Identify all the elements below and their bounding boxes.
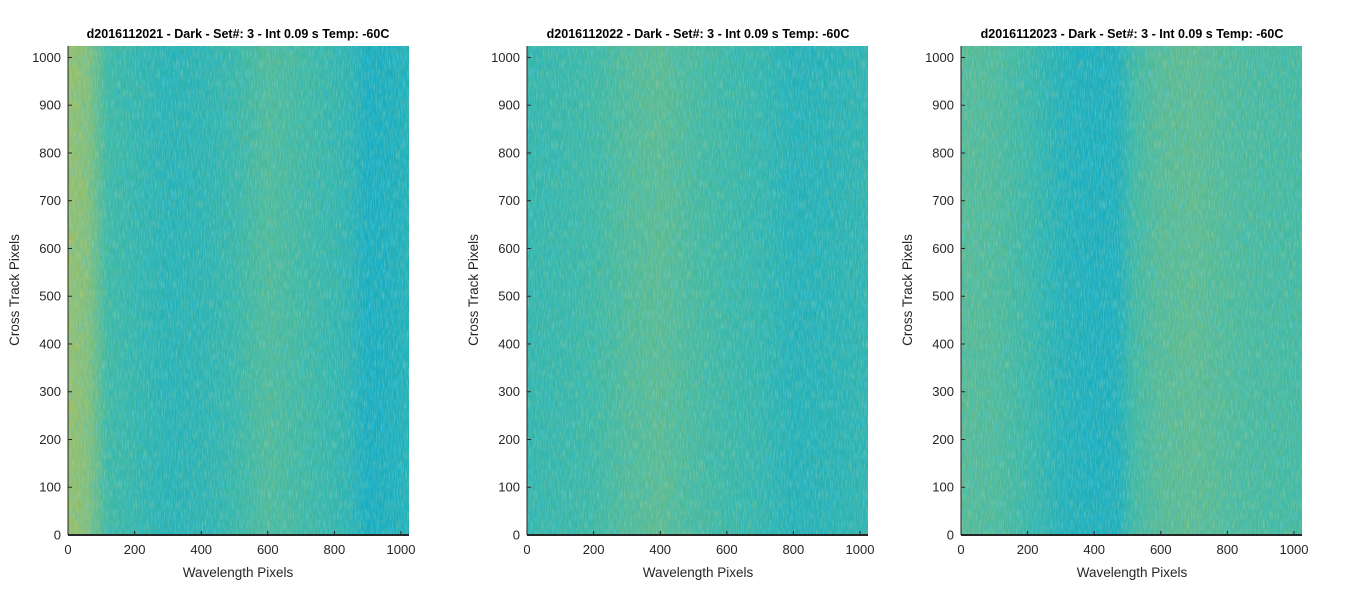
y-tick-label: 300 [39, 384, 61, 399]
heatmap-noise-warm [527, 46, 868, 535]
x-ticks: 0 200 400 600 800 1000 [957, 531, 1308, 557]
y-tick-label: 900 [39, 98, 61, 113]
y-tick-label: 400 [39, 336, 61, 351]
x-tick-label: 600 [716, 542, 738, 557]
x-tick-label: 600 [1150, 542, 1172, 557]
chart-title: d2016112022 - Dark - Set#: 3 - Int 0.09 … [547, 27, 850, 41]
y-tick-label: 100 [39, 480, 61, 495]
y-tick-label: 300 [498, 384, 520, 399]
y-ticks: 0 100 200 300 400 500 600 700 800 900 1000 [491, 50, 531, 543]
x-axis-label: Wavelength Pixels [643, 565, 754, 580]
y-tick-label: 1000 [491, 50, 520, 65]
x-tick-label: 200 [124, 542, 146, 557]
y-ticks: 0 100 200 300 400 500 600 700 800 900 1000 [32, 50, 72, 543]
x-tick-label: 1000 [1280, 542, 1309, 557]
y-tick-label: 600 [498, 241, 520, 256]
y-tick-label: 0 [513, 528, 520, 543]
y-tick-label: 200 [498, 432, 520, 447]
chart-panel-3: 0 200 400 600 800 1000 0 100 200 300 400 500 600 700… [900, 27, 1308, 580]
x-axis-label: Wavelength Pixels [183, 565, 294, 580]
y-tick-label: 400 [932, 336, 954, 351]
x-tick-label: 1000 [387, 542, 416, 557]
y-tick-label: 500 [932, 289, 954, 304]
y-tick-label: 0 [947, 528, 954, 543]
heatmap-noise-warm [961, 46, 1302, 535]
y-tick-label: 1000 [32, 50, 61, 65]
y-tick-label: 900 [932, 98, 954, 113]
x-ticks: 0 200 400 600 800 1000 [523, 531, 874, 557]
y-tick-label: 200 [932, 432, 954, 447]
y-tick-label: 700 [39, 193, 61, 208]
y-tick-label: 100 [932, 480, 954, 495]
x-tick-label: 200 [1017, 542, 1039, 557]
y-tick-label: 200 [39, 432, 61, 447]
y-axis-label: Cross Track Pixels [466, 234, 481, 346]
y-tick-label: 500 [498, 289, 520, 304]
x-tick-label: 0 [957, 542, 964, 557]
y-tick-label: 900 [498, 98, 520, 113]
y-tick-label: 500 [39, 289, 61, 304]
y-tick-label: 300 [932, 384, 954, 399]
y-tick-label: 1000 [925, 50, 954, 65]
x-tick-label: 200 [583, 542, 605, 557]
y-axis-label: Cross Track Pixels [7, 234, 22, 346]
y-tick-label: 800 [932, 145, 954, 160]
y-tick-label: 0 [54, 528, 61, 543]
y-tick-label: 700 [498, 193, 520, 208]
x-tick-label: 800 [324, 542, 346, 557]
x-tick-label: 400 [1083, 542, 1105, 557]
y-tick-label: 400 [498, 336, 520, 351]
x-tick-label: 400 [649, 542, 671, 557]
y-tick-label: 600 [39, 241, 61, 256]
x-tick-label: 800 [783, 542, 805, 557]
x-axis-label: Wavelength Pixels [1077, 565, 1188, 580]
y-tick-label: 800 [498, 145, 520, 160]
y-tick-label: 100 [498, 480, 520, 495]
x-tick-label: 600 [257, 542, 279, 557]
heatmap-noise-warm [68, 46, 409, 535]
y-ticks: 0 100 200 300 400 500 600 700 800 900 1000 [925, 50, 965, 543]
y-axis-label: Cross Track Pixels [900, 234, 915, 346]
chart-panel-1: 0 200 400 600 800 1000 0 100 200 300 400 500 600 700… [7, 27, 415, 580]
chart-title: d2016112021 - Dark - Set#: 3 - Int 0.09 … [87, 27, 390, 41]
x-tick-label: 800 [1217, 542, 1239, 557]
x-tick-label: 1000 [846, 542, 875, 557]
y-tick-label: 800 [39, 145, 61, 160]
chart-panel-2: 0 200 400 600 800 1000 0 100 200 300 400 500 600 700… [466, 27, 874, 580]
chart-title: d2016112023 - Dark - Set#: 3 - Int 0.09 … [981, 27, 1284, 41]
y-tick-label: 600 [932, 241, 954, 256]
x-tick-label: 0 [64, 542, 71, 557]
x-tick-label: 400 [190, 542, 212, 557]
y-tick-label: 700 [932, 193, 954, 208]
x-tick-label: 0 [523, 542, 530, 557]
x-ticks: 0 200 400 600 800 1000 [64, 531, 415, 557]
